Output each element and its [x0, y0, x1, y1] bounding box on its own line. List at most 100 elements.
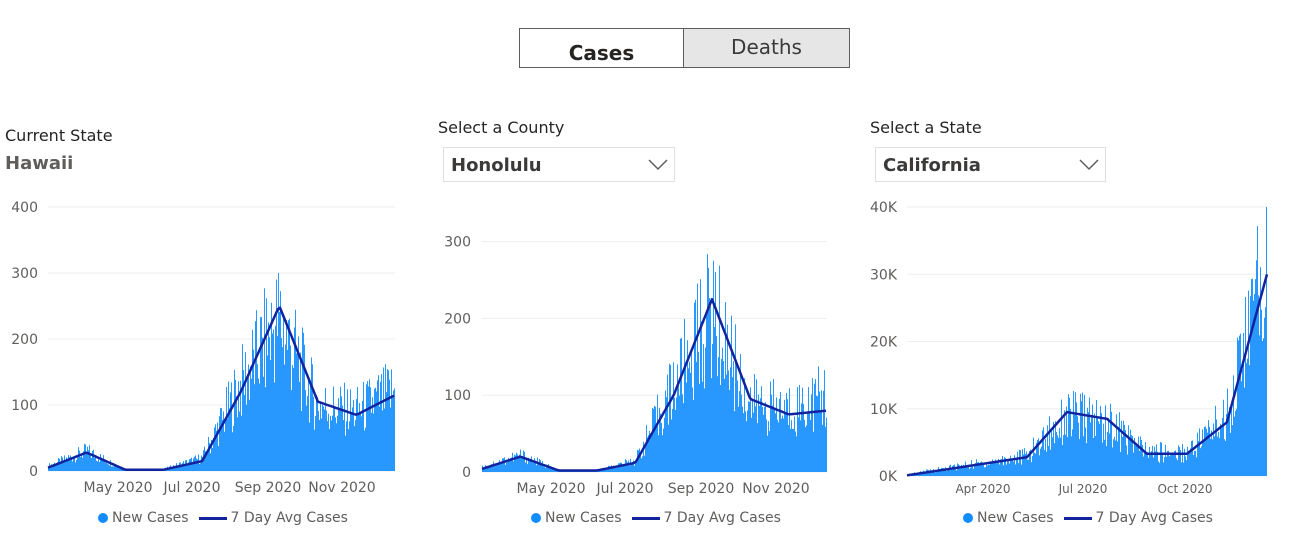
new-cases-bar — [962, 466, 963, 476]
new-cases-bar — [81, 454, 82, 471]
new-cases-bar — [948, 468, 949, 476]
new-cases-bar — [504, 457, 505, 472]
new-cases-bar — [641, 458, 642, 472]
new-cases-bar — [387, 369, 388, 471]
new-cases-bar — [1051, 428, 1052, 476]
new-cases-bar — [1054, 443, 1055, 476]
new-cases-bar — [655, 406, 656, 472]
new-cases-bar — [540, 460, 541, 472]
new-cases-bar — [739, 391, 740, 472]
new-cases-bar — [749, 401, 750, 472]
new-cases-bar — [1253, 300, 1254, 476]
new-cases-bar — [607, 469, 608, 472]
new-cases-bar — [1234, 416, 1235, 476]
new-cases-bar — [1258, 295, 1259, 476]
new-cases-bar — [174, 466, 175, 471]
new-cases-bar — [93, 449, 94, 471]
new-cases-bar — [357, 386, 358, 471]
new-cases-bar — [679, 395, 680, 472]
new-cases-bar — [526, 457, 527, 472]
new-cases-bar — [1093, 437, 1094, 476]
new-cases-bar — [1156, 444, 1157, 476]
new-cases-bar — [1090, 422, 1091, 476]
new-cases-bar — [1028, 459, 1029, 476]
new-cases-bar — [654, 405, 655, 472]
new-cases-bar — [937, 470, 938, 476]
new-cases-bar — [1179, 447, 1180, 476]
new-cases-bar — [70, 455, 71, 471]
new-cases-bar — [351, 413, 352, 471]
cases-tab-button[interactable]: Cases — [519, 28, 684, 68]
new-cases-bar — [268, 322, 269, 471]
new-cases-bar — [1091, 417, 1092, 476]
new-cases-bar — [382, 410, 383, 471]
legend-chart-2: New Cases 7 Day Avg Cases — [531, 510, 781, 526]
new-cases-bar — [1212, 439, 1213, 476]
new-cases-bar — [326, 410, 327, 471]
new-cases-bar — [771, 394, 772, 472]
new-cases-bar — [53, 464, 54, 471]
new-cases-bar — [1143, 456, 1144, 476]
current-state-label: Current State — [5, 126, 113, 145]
new-cases-bar — [1075, 392, 1076, 476]
new-cases-bar — [1158, 461, 1159, 476]
metric-toggle[interactable]: Cases Deaths — [519, 28, 850, 68]
new-cases-bar — [950, 464, 951, 476]
new-cases-bar — [181, 466, 182, 471]
new-cases-bar — [1139, 450, 1140, 476]
new-cases-bar — [1229, 407, 1230, 476]
new-cases-bar — [647, 437, 648, 472]
new-cases-bar — [222, 419, 223, 471]
new-cases-bar — [340, 386, 341, 471]
new-cases-bar — [494, 465, 495, 472]
new-cases-bar — [188, 462, 189, 471]
new-cases-bar — [187, 464, 188, 471]
new-cases-bar — [1150, 454, 1151, 476]
new-cases-bar — [615, 467, 616, 472]
new-cases-bar — [113, 466, 114, 471]
new-cases-bar — [1014, 455, 1015, 476]
new-cases-bar — [1064, 410, 1065, 476]
new-cases-bar — [972, 466, 973, 476]
new-cases-bar — [693, 400, 694, 472]
new-cases-bar — [802, 387, 803, 472]
new-cases-bar — [505, 464, 506, 472]
new-cases-bar — [644, 455, 645, 472]
county-dropdown[interactable]: Honolulu — [443, 147, 675, 182]
new-cases-bar — [298, 336, 299, 471]
new-cases-bar — [1196, 457, 1197, 476]
new-cases-bar — [250, 366, 251, 471]
new-cases-bar — [781, 418, 782, 472]
new-cases-bar — [692, 387, 693, 472]
new-cases-bar — [976, 459, 977, 476]
new-cases-bar — [337, 415, 338, 471]
new-cases-bar — [762, 406, 763, 472]
new-cases-bar — [726, 374, 727, 472]
new-cases-bar — [932, 471, 933, 476]
new-cases-bar — [796, 436, 797, 472]
new-cases-bar — [99, 461, 100, 471]
new-cases-bar — [1188, 450, 1189, 476]
new-cases-bar — [102, 459, 103, 471]
deaths-tab-button[interactable]: Deaths — [684, 28, 850, 68]
new-cases-bar — [261, 317, 262, 471]
new-cases-bar — [1016, 459, 1017, 476]
new-cases-bar — [1243, 333, 1244, 476]
new-cases-bar — [1121, 420, 1122, 476]
new-cases-bar — [1172, 452, 1173, 476]
new-cases-bar — [365, 427, 366, 471]
new-cases-bar — [768, 421, 769, 472]
new-cases-bar — [819, 391, 820, 472]
new-cases-bar — [1049, 416, 1050, 476]
new-cases-bar — [657, 394, 658, 472]
state-dropdown[interactable]: California — [875, 147, 1106, 182]
new-cases-bar — [1209, 426, 1210, 476]
new-cases-bar — [247, 376, 248, 471]
chevron-down-icon — [648, 159, 668, 171]
line-legend-label: 7 Day Avg Cases — [1095, 510, 1213, 526]
new-cases-bar — [328, 413, 329, 471]
new-cases-bar — [377, 380, 378, 471]
new-cases-bar — [982, 462, 983, 476]
new-cases-bar — [677, 364, 678, 472]
new-cases-bar — [760, 398, 761, 472]
